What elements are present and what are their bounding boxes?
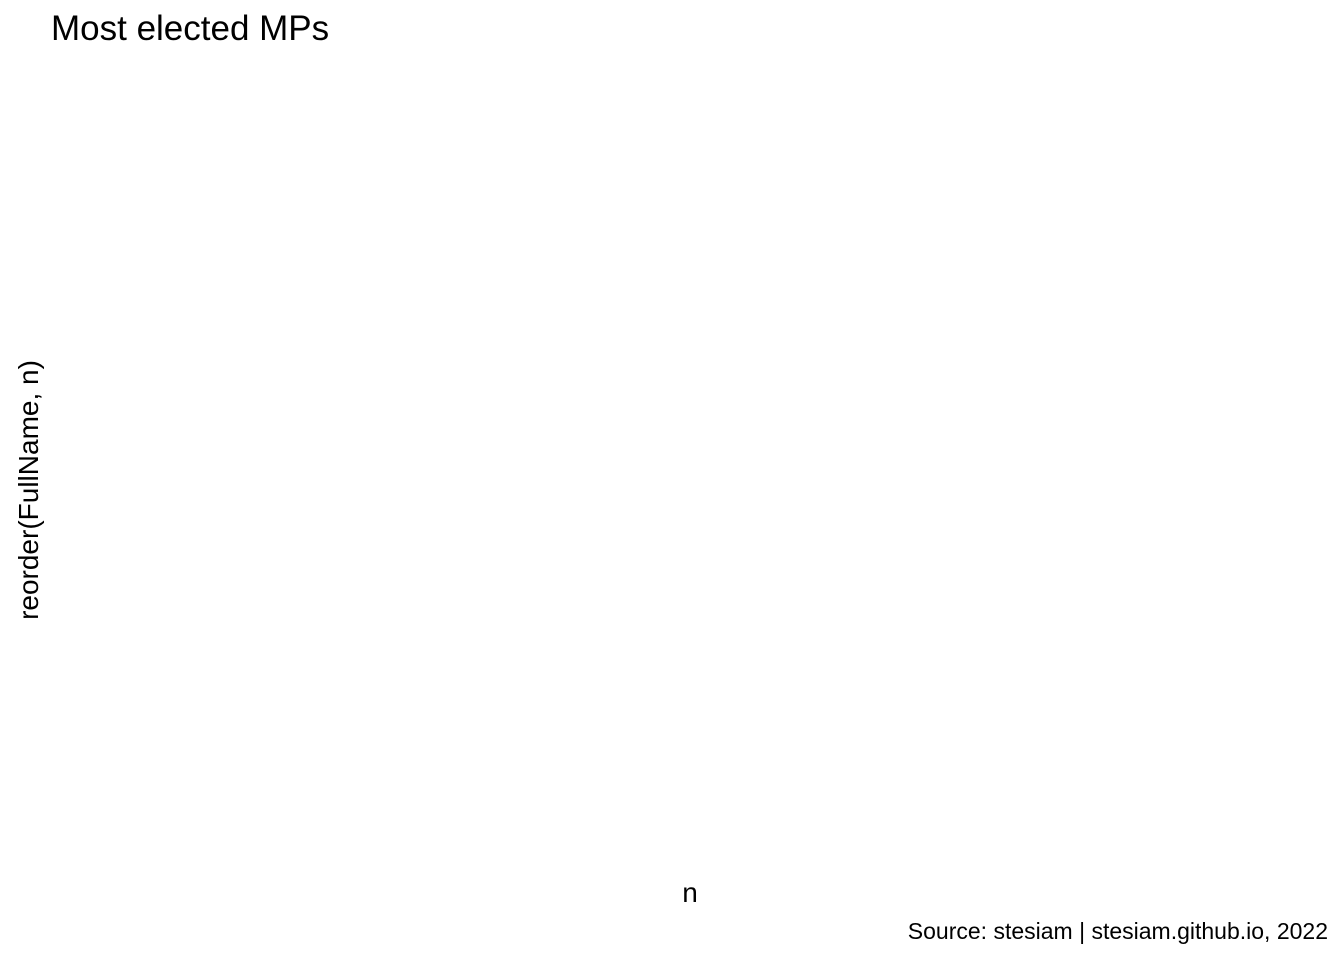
chart-caption: Source: stesiam | stesiam.github.io, 202… xyxy=(907,918,1328,944)
plot-area xyxy=(50,60,1330,870)
x-axis-label: n xyxy=(682,877,698,908)
plot-panel xyxy=(50,60,1330,870)
chart-title: Most elected MPs xyxy=(51,9,330,48)
y-axis-label: reorder(FullName, n) xyxy=(13,360,44,620)
